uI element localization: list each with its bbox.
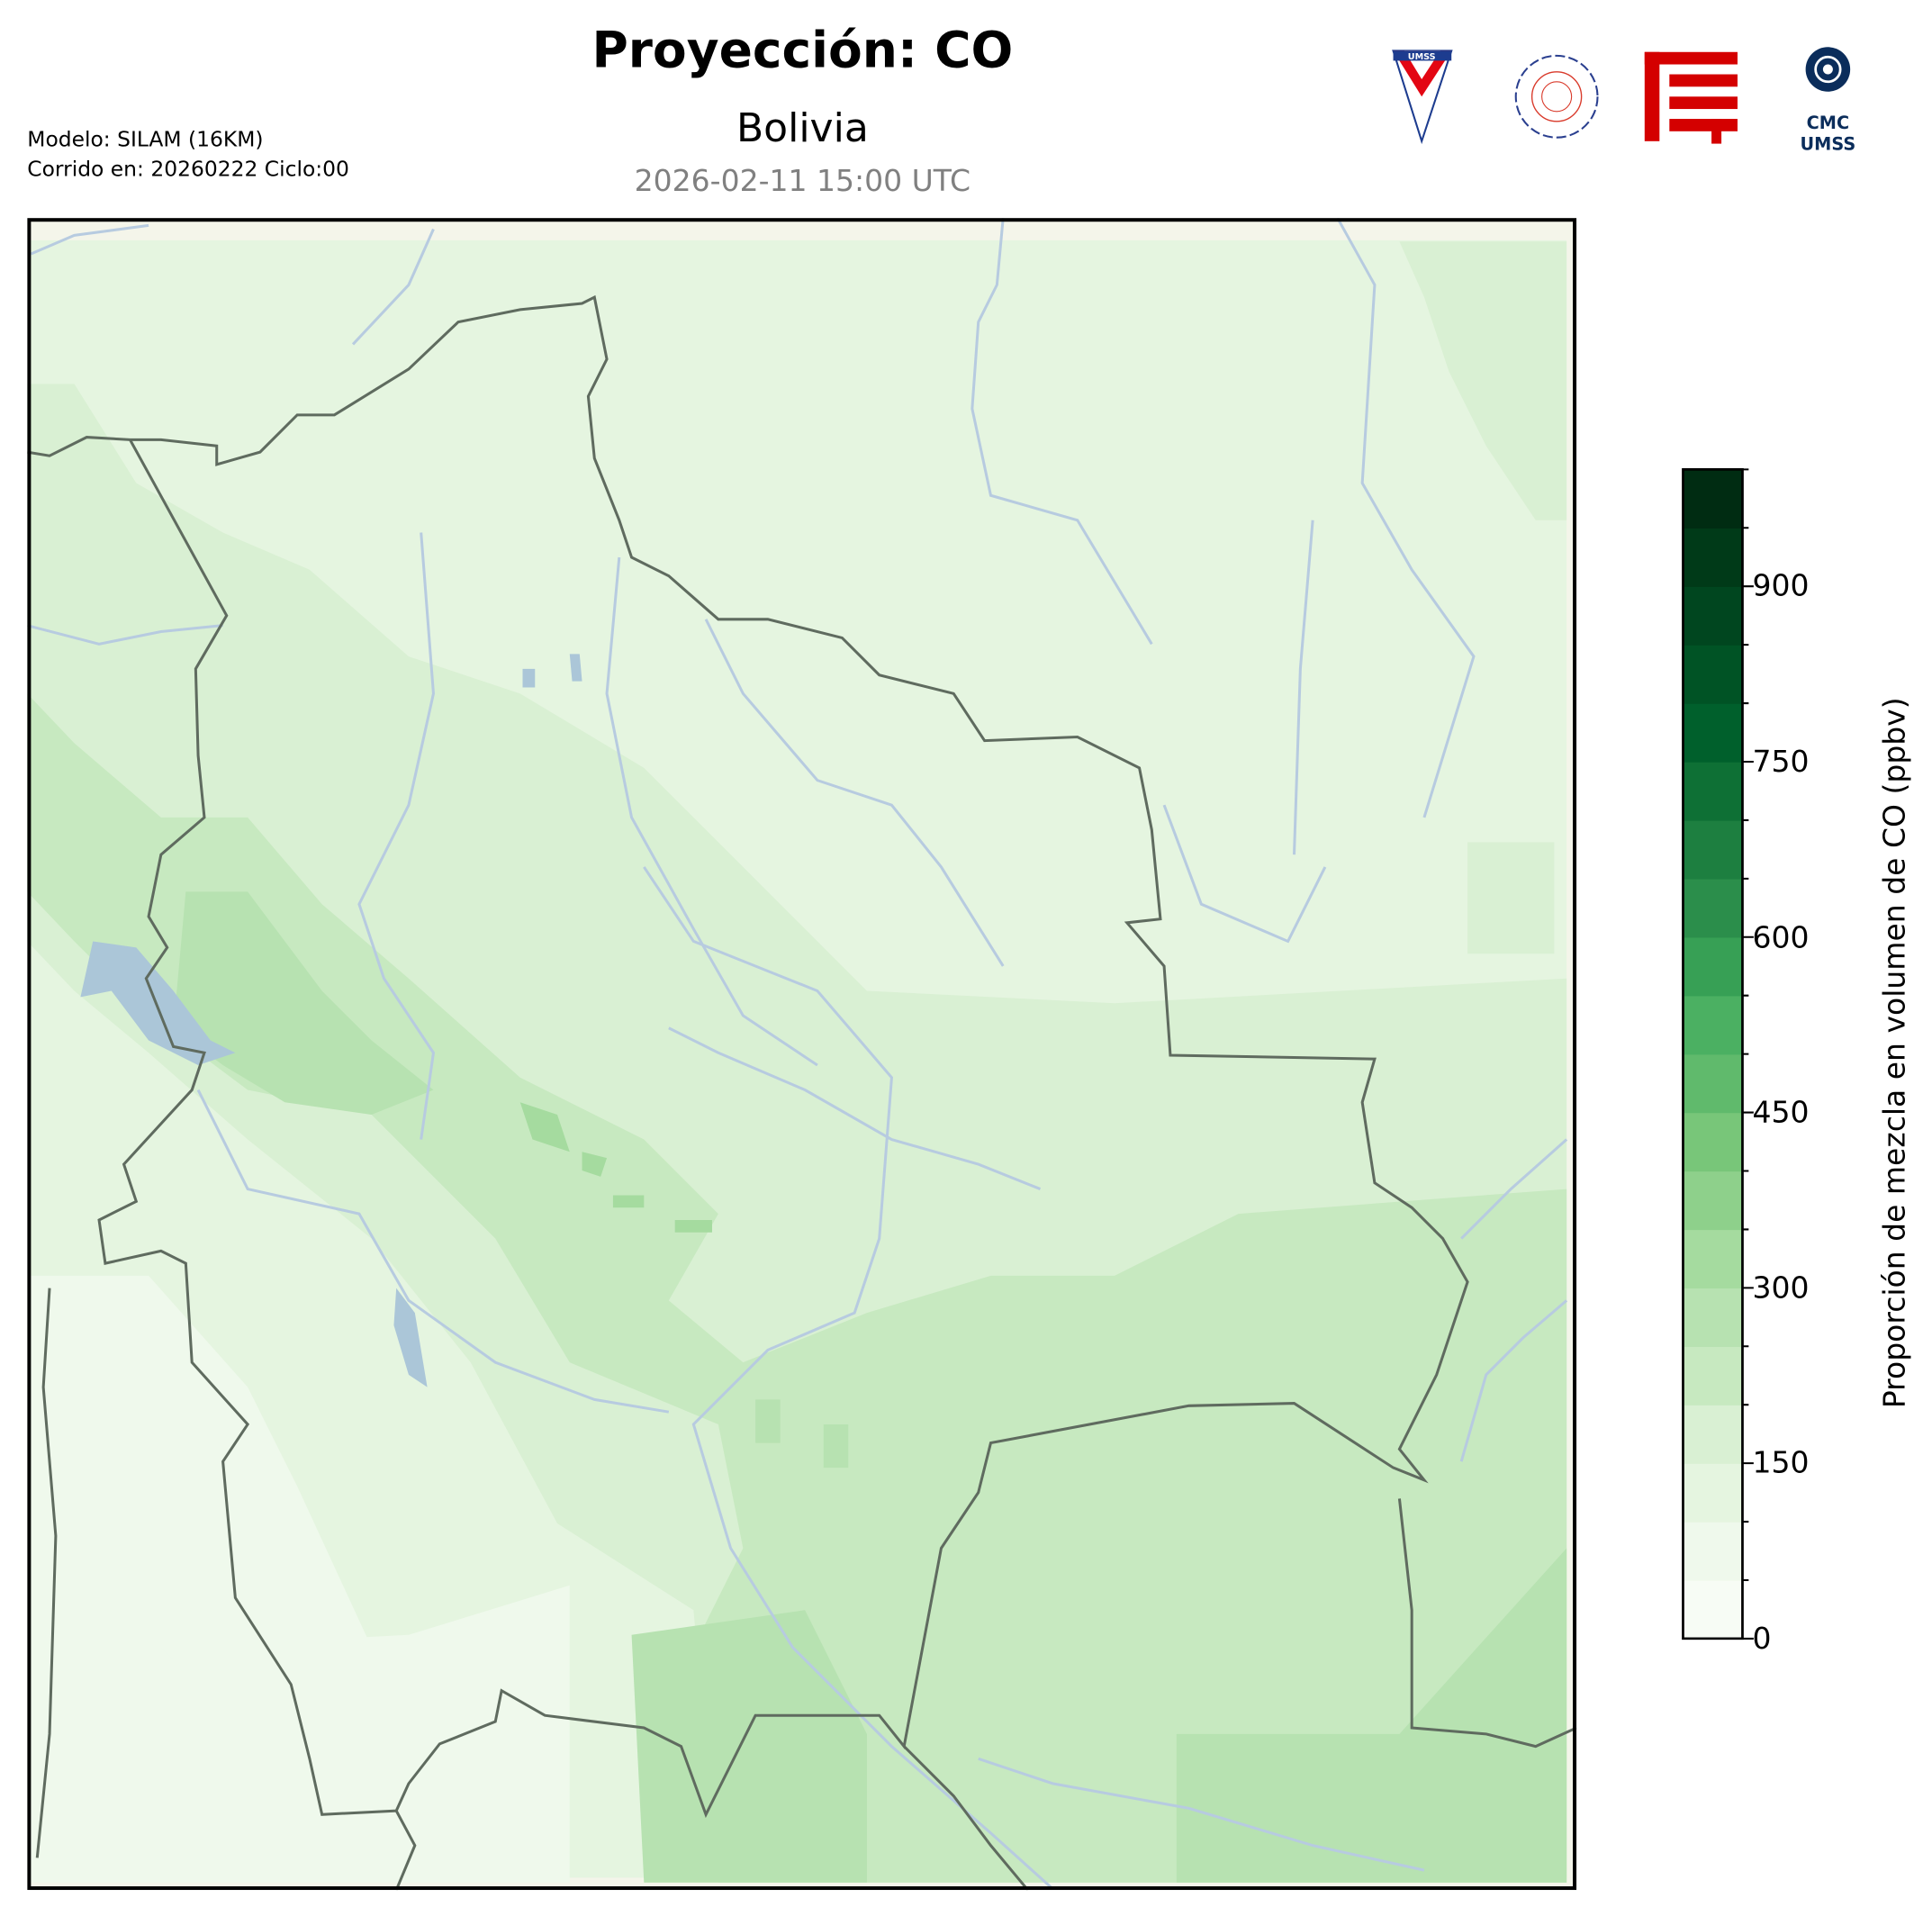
country-border: [394, 1810, 417, 1891]
country-border: [97, 294, 1469, 1819]
river: [1336, 218, 1476, 818]
svg-text:CMC: CMC: [1807, 113, 1849, 133]
colorbar-label: Proporción de mezcla en volumen de CO (p…: [1877, 697, 1912, 1409]
country-border: [27, 436, 131, 457]
lake: [569, 654, 582, 682]
river: [605, 556, 818, 1067]
run-info: Corrido en: 20260222 Ciclo:00: [27, 157, 349, 183]
colorbar-bin: [1683, 1170, 1743, 1231]
colorbar-tick-label: 750: [1752, 744, 1810, 780]
nodata-strip-right: [1566, 218, 1577, 1891]
colorbar-bin: [1683, 1112, 1743, 1172]
logos: UMSS CMC UMSS: [1392, 47, 1856, 154]
river: [668, 1026, 1042, 1190]
colorbar-bin: [1683, 645, 1743, 704]
colorbar-tick-label: 600: [1752, 919, 1810, 955]
colorbar-bin: [1683, 1579, 1743, 1640]
map-frame: [27, 218, 1577, 1891]
colorbar-bin: [1683, 469, 1743, 529]
fcyt-logo: [1644, 51, 1738, 144]
umss-shield-logo: UMSS: [1392, 50, 1453, 145]
river: [978, 1757, 1425, 1872]
colorbar-bin: [1683, 586, 1743, 646]
river: [30, 223, 149, 256]
country-border: [1397, 1498, 1577, 1749]
colorbar-bin: [1683, 1522, 1743, 1581]
colorbar-tick-label: 150: [1752, 1445, 1810, 1481]
co-contour-region: [674, 1219, 712, 1233]
svg-text:UMSS: UMSS: [1801, 133, 1856, 154]
colorbar-bin: [1683, 528, 1743, 587]
colorbar-bin: [1683, 1053, 1743, 1114]
river: [1459, 1299, 1568, 1462]
co-contour-region: [160, 1585, 570, 1883]
colorbar-bin: [1683, 936, 1743, 997]
departamento-de-fisica-seal: [1514, 54, 1599, 139]
colorbar-bin: [1683, 761, 1743, 821]
co-contour-region: [631, 1610, 867, 1883]
colorbar-bin: [1683, 1405, 1743, 1464]
co-contour-region: [1399, 241, 1567, 520]
colorbar-tick-label: 900: [1752, 568, 1810, 604]
region-subtitle: Bolivia: [736, 104, 869, 151]
co-contour-region: [755, 1399, 781, 1443]
river: [196, 1089, 670, 1414]
colorbar: [1682, 467, 1754, 1640]
colorbar-bin: [1683, 1463, 1743, 1523]
colorbar-bin: [1683, 819, 1743, 880]
lake: [522, 668, 536, 688]
river: [971, 218, 1153, 646]
river: [357, 532, 436, 1140]
colorbar-bin: [1683, 878, 1743, 938]
lake-poopo: [393, 1288, 428, 1387]
valid-time: 2026-02-11 15:00 UTC: [634, 163, 971, 199]
colorbar-tick-label: 450: [1752, 1095, 1810, 1130]
colorbar-tick-label: 0: [1752, 1621, 1772, 1657]
river: [643, 866, 1054, 1890]
colorbar-bin: [1683, 1229, 1743, 1289]
cmc-umss-logo: CMC UMSS: [1801, 47, 1856, 154]
co-contour-region: [823, 1423, 849, 1469]
river: [1460, 1138, 1568, 1240]
river: [351, 228, 435, 346]
co-contour-region: [27, 693, 1567, 1883]
country-border: [35, 1288, 58, 1858]
co-contour-region: [612, 1195, 645, 1208]
model-info: Modelo: SILAM (16KM): [27, 127, 264, 153]
river: [704, 619, 1005, 967]
colorbar-tick-label: 300: [1752, 1270, 1810, 1306]
lake-titicaca: [80, 941, 236, 1066]
page-title: Proyección: CO: [591, 22, 1014, 80]
river: [1162, 804, 1327, 944]
colorbar-bin: [1683, 1346, 1743, 1405]
colorbar-bin: [1683, 1288, 1743, 1347]
river: [27, 624, 223, 646]
colorbar-bin: [1683, 995, 1743, 1055]
country-border: [903, 1745, 1029, 1891]
co-contour-region: [582, 1152, 608, 1177]
co-contour-region: [1176, 1548, 1567, 1883]
river: [1292, 520, 1314, 855]
colorbar-bin: [1683, 703, 1743, 763]
co-contour-region: [1467, 842, 1555, 954]
co-contour-region: [173, 891, 434, 1116]
svg-text:UMSS: UMSS: [1408, 52, 1436, 62]
co-map: [27, 218, 1577, 1891]
